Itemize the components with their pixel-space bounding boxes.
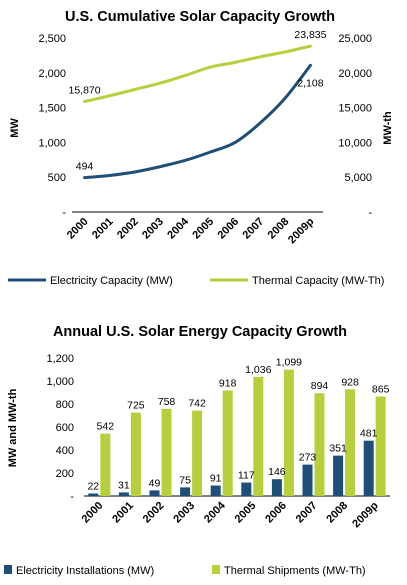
- chart-title: Annual U.S. Solar Energy Capacity Growth: [53, 324, 347, 340]
- bar-electricity: [241, 482, 252, 496]
- legend-swatch-thermal: [212, 565, 220, 574]
- bar-label-thermal: 725: [127, 400, 145, 412]
- x-tick-label: 2004: [165, 215, 191, 241]
- x-tick-label: 2002: [115, 216, 141, 242]
- left-axis-label: MW: [9, 118, 21, 138]
- bar-label-electricity: 31: [118, 479, 130, 491]
- bar-electricity: [180, 487, 191, 496]
- x-tick-label: 2003: [171, 500, 197, 526]
- x-tick-label: 2000: [65, 216, 91, 242]
- left-tick-label: 1,500: [38, 103, 66, 115]
- left-tick-label: 2,500: [38, 33, 66, 45]
- right-tick-label: 25,000: [338, 33, 372, 45]
- x-tick-label: 2005: [233, 500, 259, 526]
- bar-thermal: [130, 412, 141, 496]
- bar-thermal: [314, 393, 325, 496]
- left-tick-label: 1,000: [38, 137, 66, 149]
- bar-electricity: [210, 485, 221, 496]
- right-tick-label: 10,000: [338, 137, 372, 149]
- x-tick-label: 2006: [215, 216, 241, 242]
- x-tick-label: 2000: [80, 500, 106, 526]
- data-label: 23,835: [294, 29, 326, 41]
- x-tick-label: 2006: [263, 500, 289, 526]
- right-tick-label: 15,000: [338, 103, 372, 115]
- bar-electricity: [118, 492, 129, 496]
- bar-label-thermal: 928: [341, 376, 359, 388]
- bar-electricity: [149, 490, 160, 496]
- y-axis-label: MW and MW-th: [7, 388, 19, 467]
- right-tick-label: -: [368, 207, 372, 219]
- bar-label-thermal: 894: [311, 380, 329, 392]
- right-tick-label: 5,000: [344, 172, 372, 184]
- bar-thermal: [345, 389, 356, 496]
- thermal-capacity-line: [83, 44, 312, 104]
- bar-thermal: [375, 396, 386, 496]
- data-label: 15,870: [68, 85, 100, 97]
- bar-label-thermal: 1,036: [245, 364, 271, 376]
- legend-label-electricity: Electricity Installations (MW): [16, 565, 154, 577]
- bar-electricity: [302, 464, 313, 496]
- bar-label-thermal: 758: [158, 396, 176, 408]
- data-label: 2,108: [297, 77, 323, 89]
- bar-label-thermal: 542: [97, 421, 115, 433]
- bar-label-electricity: 49: [149, 477, 161, 489]
- y-tick-label: 400: [56, 445, 74, 457]
- bar-label-electricity: 146: [268, 466, 286, 478]
- annual-capacity-chart: Annual U.S. Solar Energy Capacity Growth…: [0, 316, 407, 585]
- chart-title: U.S. Cumulative Solar Capacity Growth: [65, 9, 335, 25]
- x-tick-label: 2001: [110, 500, 136, 526]
- x-tick-label: 2009p: [286, 215, 317, 246]
- right-axis-label: MW-th: [382, 111, 394, 145]
- bar-label-electricity: 273: [299, 452, 317, 464]
- bar-label-electricity: 75: [179, 474, 191, 486]
- bar-electricity: [363, 440, 374, 496]
- bar-thermal: [100, 433, 111, 496]
- bar-label-electricity: 481: [360, 428, 378, 440]
- y-tick-label: 1,000: [46, 376, 74, 388]
- bar-label-electricity: 91: [210, 473, 222, 485]
- y-tick-label: -: [70, 491, 74, 503]
- left-tick-label: 500: [48, 172, 66, 184]
- x-tick-label: 2009p: [350, 499, 381, 530]
- bar-label-electricity: 22: [87, 480, 99, 492]
- x-tick-label: 2008: [324, 500, 350, 526]
- cumulative-capacity-svg: U.S. Cumulative Solar Capacity Growth MW…: [8, 9, 394, 287]
- annual-capacity-svg: Annual U.S. Solar Energy Capacity Growth…: [4, 324, 390, 577]
- y-tick-label: 600: [56, 422, 74, 434]
- x-tick-label: 2007: [241, 216, 267, 242]
- x-tick-label: 2007: [294, 500, 320, 526]
- bar-thermal: [192, 410, 203, 496]
- bar-label-electricity: 117: [238, 470, 255, 482]
- bar-thermal: [253, 376, 264, 496]
- x-tick-label: 2004: [202, 499, 228, 525]
- x-tick-label: 2005: [190, 216, 216, 242]
- bar-label-thermal: 918: [219, 377, 237, 389]
- electricity-capacity-line: [83, 63, 312, 180]
- bar-electricity: [88, 493, 99, 496]
- legend-label-electricity: Electricity Capacity (MW): [50, 275, 173, 287]
- bar-label-thermal: 1,099: [276, 357, 302, 369]
- legend-label-thermal: Thermal Shipments (MW-Th): [224, 565, 366, 577]
- bar-electricity: [271, 479, 282, 496]
- x-tick-label: 2001: [90, 216, 116, 242]
- cumulative-capacity-chart: U.S. Cumulative Solar Capacity Growth MW…: [8, 9, 394, 287]
- bar-thermal: [222, 390, 233, 496]
- bar-label-thermal: 742: [188, 398, 206, 410]
- bar-thermal: [283, 369, 294, 496]
- x-tick-label: 2002: [141, 500, 167, 526]
- bar-thermal: [161, 408, 172, 496]
- left-tick-label: -: [62, 207, 66, 219]
- y-tick-label: 800: [56, 399, 74, 411]
- y-tick-label: 200: [56, 468, 74, 480]
- bar-label-thermal: 865: [372, 384, 390, 396]
- bar-label-electricity: 351: [329, 443, 347, 455]
- data-label: 494: [76, 161, 94, 173]
- bar-electricity: [333, 455, 344, 496]
- legend-label-thermal: Thermal Capacity (MW-Th): [252, 275, 384, 287]
- left-tick-label: 2,000: [38, 68, 66, 80]
- right-tick-label: 20,000: [338, 68, 372, 80]
- legend-swatch-electricity: [4, 565, 12, 574]
- x-tick-label: 2003: [140, 216, 166, 242]
- y-tick-label: 1,200: [46, 353, 74, 365]
